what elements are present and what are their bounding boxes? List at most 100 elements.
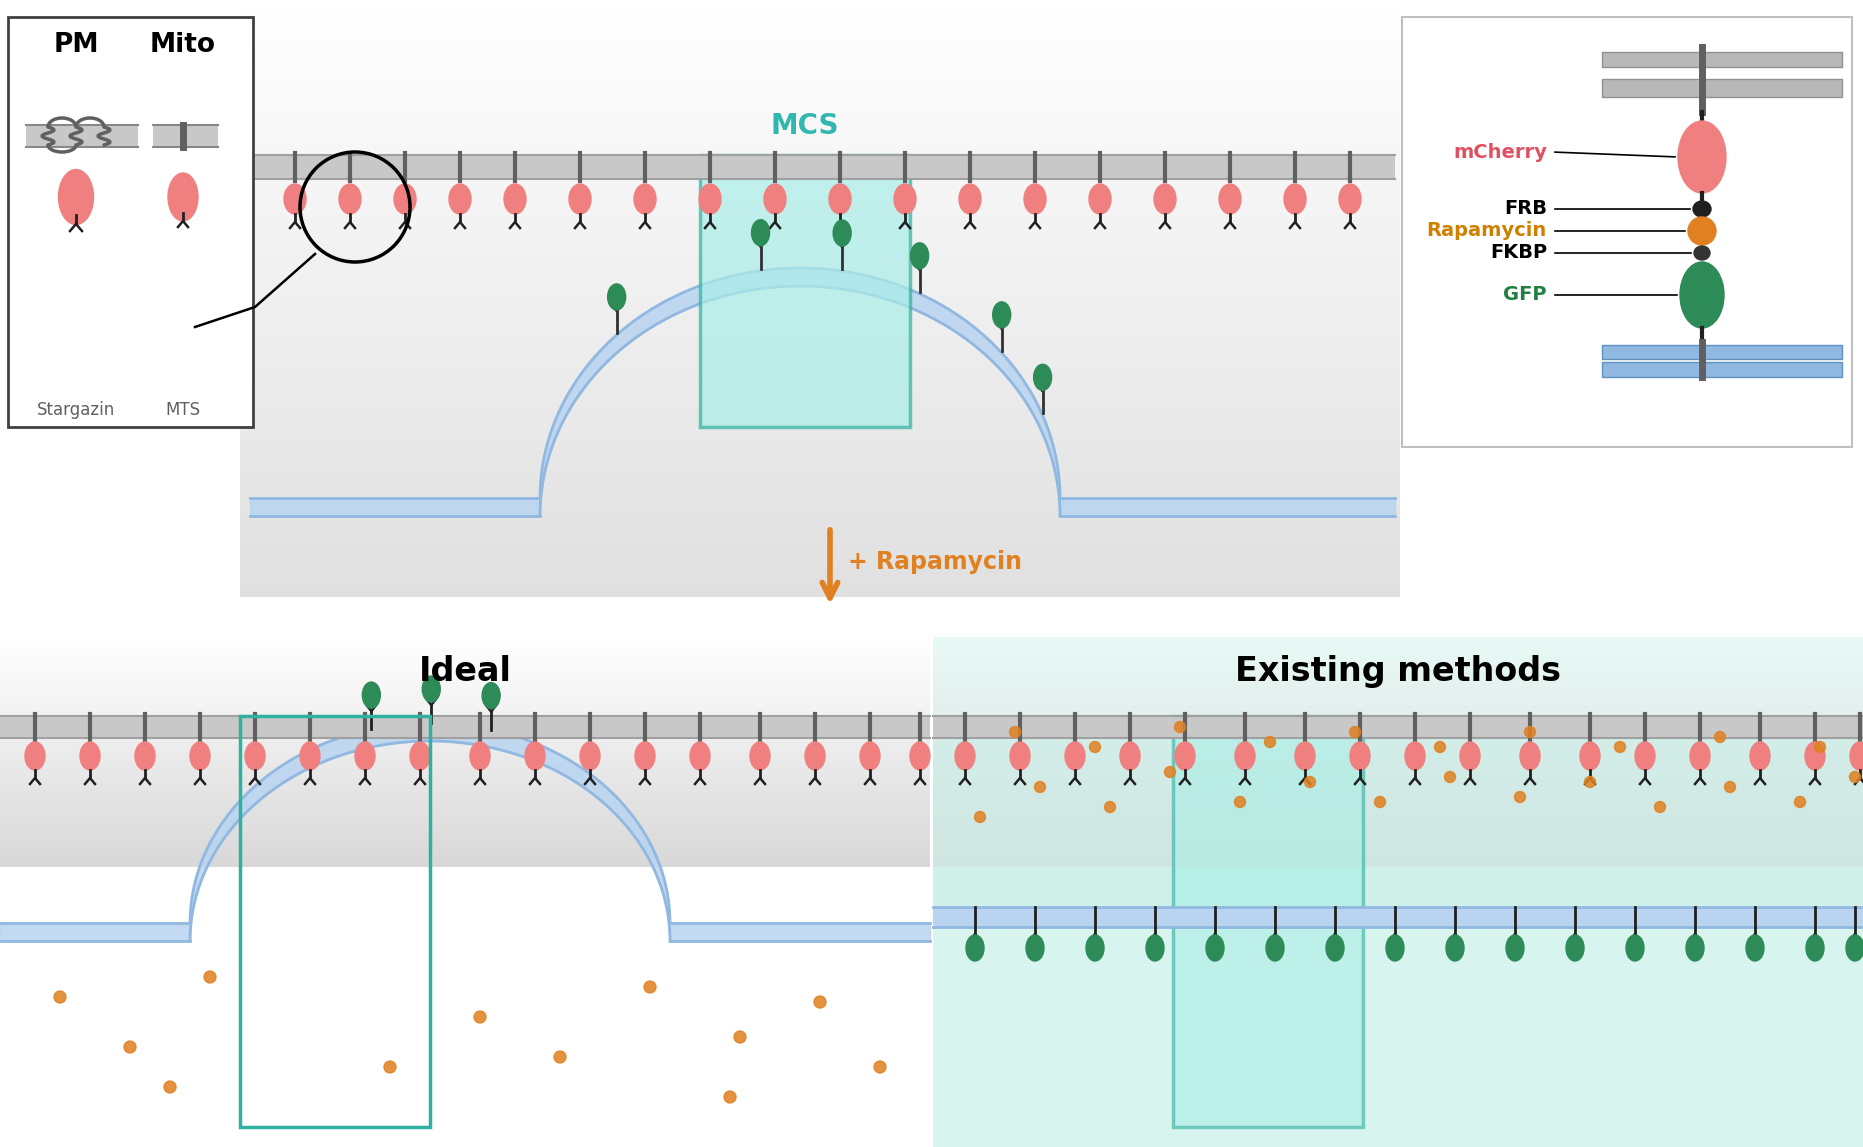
FancyBboxPatch shape [0, 802, 930, 805]
FancyBboxPatch shape [240, 157, 1399, 164]
FancyBboxPatch shape [240, 262, 1399, 268]
Text: FRB: FRB [1503, 200, 1546, 218]
Ellipse shape [911, 243, 928, 268]
FancyBboxPatch shape [0, 794, 930, 798]
FancyBboxPatch shape [0, 744, 930, 748]
Text: + Rapamycin: + Rapamycin [848, 551, 1023, 574]
Circle shape [473, 1011, 486, 1023]
FancyBboxPatch shape [240, 403, 1399, 411]
FancyBboxPatch shape [240, 97, 1399, 104]
FancyBboxPatch shape [933, 840, 1863, 844]
Ellipse shape [449, 184, 471, 214]
Ellipse shape [1205, 935, 1224, 961]
FancyBboxPatch shape [0, 725, 930, 729]
FancyBboxPatch shape [0, 710, 930, 713]
FancyBboxPatch shape [240, 590, 1399, 596]
Ellipse shape [1066, 742, 1084, 770]
Circle shape [814, 996, 825, 1008]
FancyBboxPatch shape [933, 710, 1863, 713]
Circle shape [1010, 726, 1021, 738]
FancyBboxPatch shape [0, 645, 930, 648]
Circle shape [1174, 721, 1185, 733]
Ellipse shape [1405, 742, 1425, 770]
FancyBboxPatch shape [1602, 362, 1843, 377]
FancyBboxPatch shape [0, 859, 930, 864]
Text: PM: PM [54, 32, 99, 58]
FancyBboxPatch shape [933, 794, 1863, 798]
FancyBboxPatch shape [0, 716, 930, 738]
FancyBboxPatch shape [250, 155, 1395, 179]
FancyBboxPatch shape [0, 759, 930, 764]
Ellipse shape [1086, 935, 1105, 961]
Ellipse shape [689, 742, 710, 770]
Ellipse shape [469, 742, 490, 770]
Circle shape [1515, 791, 1526, 803]
FancyBboxPatch shape [240, 75, 1399, 83]
FancyBboxPatch shape [240, 328, 1399, 336]
FancyBboxPatch shape [240, 172, 1399, 179]
FancyBboxPatch shape [700, 155, 909, 427]
Ellipse shape [134, 742, 155, 770]
Text: Ideal: Ideal [419, 655, 512, 688]
FancyBboxPatch shape [240, 306, 1399, 313]
FancyBboxPatch shape [240, 30, 1399, 38]
FancyBboxPatch shape [0, 653, 930, 656]
Ellipse shape [1339, 184, 1362, 214]
FancyBboxPatch shape [933, 679, 1863, 682]
FancyBboxPatch shape [0, 713, 930, 718]
FancyBboxPatch shape [240, 247, 1399, 253]
FancyBboxPatch shape [240, 179, 1399, 187]
Circle shape [874, 1061, 887, 1072]
Ellipse shape [1235, 742, 1256, 770]
FancyBboxPatch shape [933, 733, 1863, 736]
FancyBboxPatch shape [933, 859, 1863, 864]
FancyBboxPatch shape [0, 664, 930, 668]
FancyBboxPatch shape [0, 648, 930, 653]
FancyBboxPatch shape [0, 767, 930, 771]
FancyBboxPatch shape [0, 721, 930, 725]
Circle shape [1105, 802, 1116, 812]
FancyBboxPatch shape [240, 291, 1399, 298]
FancyBboxPatch shape [0, 764, 930, 767]
FancyBboxPatch shape [0, 856, 930, 859]
Ellipse shape [1153, 184, 1176, 214]
FancyBboxPatch shape [0, 840, 930, 844]
FancyBboxPatch shape [933, 744, 1863, 748]
Text: Mito: Mito [151, 32, 216, 58]
Circle shape [1585, 777, 1595, 788]
FancyBboxPatch shape [0, 702, 930, 707]
FancyBboxPatch shape [0, 844, 930, 848]
FancyBboxPatch shape [240, 112, 1399, 119]
FancyBboxPatch shape [240, 351, 1399, 358]
Ellipse shape [1120, 742, 1140, 770]
FancyBboxPatch shape [240, 23, 1399, 30]
Circle shape [1304, 777, 1315, 788]
Text: MTS: MTS [166, 401, 201, 419]
FancyBboxPatch shape [240, 104, 1399, 112]
FancyBboxPatch shape [240, 224, 1399, 232]
FancyBboxPatch shape [0, 687, 930, 690]
Circle shape [1654, 802, 1666, 812]
FancyBboxPatch shape [933, 641, 1863, 645]
Text: FKBP: FKBP [1490, 243, 1546, 263]
Ellipse shape [1461, 742, 1479, 770]
Circle shape [553, 1051, 566, 1063]
Ellipse shape [1636, 742, 1654, 770]
FancyBboxPatch shape [240, 149, 1399, 157]
Ellipse shape [829, 184, 851, 214]
FancyBboxPatch shape [933, 802, 1863, 805]
Circle shape [1164, 766, 1176, 778]
FancyBboxPatch shape [0, 718, 930, 721]
Circle shape [1714, 732, 1725, 742]
Ellipse shape [505, 184, 525, 214]
FancyBboxPatch shape [0, 660, 930, 664]
Ellipse shape [168, 173, 197, 221]
FancyBboxPatch shape [240, 552, 1399, 560]
FancyBboxPatch shape [933, 707, 1863, 710]
FancyBboxPatch shape [0, 864, 930, 867]
FancyBboxPatch shape [0, 848, 930, 852]
Ellipse shape [956, 742, 974, 770]
FancyBboxPatch shape [933, 671, 1863, 676]
Ellipse shape [1034, 365, 1051, 390]
FancyBboxPatch shape [933, 729, 1863, 733]
